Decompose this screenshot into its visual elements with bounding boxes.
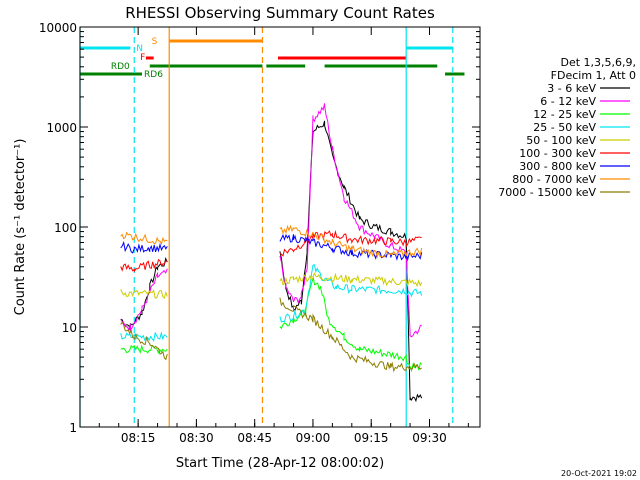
series-line-4-segment-0 xyxy=(120,289,168,300)
legend-label-3: 25 - 50 keV xyxy=(533,121,596,134)
axis-ticks: 08:15 08:30 08:45 09:00 09:15 09:30 1 10 100 1000… xyxy=(39,21,480,445)
series-line-8-segment-1 xyxy=(279,297,422,373)
flag-labels: NSF RD0 RD6 xyxy=(111,37,163,80)
legend-header-1: Det 1,3,5,6,9, xyxy=(560,56,636,69)
flag-bars xyxy=(80,39,465,76)
series-line-3-segment-1 xyxy=(279,264,423,323)
legend-label-1: 6 - 12 keV xyxy=(540,95,596,108)
flag-label-rd0: RD0 xyxy=(111,62,130,72)
x-tick-label-3: 09:00 xyxy=(296,431,331,445)
timestamp: 20-Oct-2021 19:02 xyxy=(561,469,637,478)
x-axis-label: Start Time (28-Apr-12 08:00:02) xyxy=(176,456,384,471)
flag-label-s: S xyxy=(152,37,158,47)
series-line-7-segment-1 xyxy=(279,224,423,259)
series-line-7-segment-0 xyxy=(120,231,168,246)
legend-label-4: 50 - 100 keV xyxy=(526,134,596,147)
x-tick-label-0: 08:15 xyxy=(121,431,156,445)
series-line-6-segment-0 xyxy=(120,240,168,254)
legend-label-8: 7000 - 15000 keV xyxy=(498,186,596,199)
y-tick-label-1: 10 xyxy=(62,321,77,335)
legend-label-0: 3 - 6 keV xyxy=(547,82,596,95)
x-tick-label-1: 08:30 xyxy=(179,431,214,445)
legend-label-2: 12 - 25 keV xyxy=(533,108,596,121)
chart-title: RHESSI Observing Summary Count Rates xyxy=(125,4,435,22)
x-tick-label-4: 09:15 xyxy=(354,431,389,445)
y-tick-label-4: 10000 xyxy=(39,21,77,35)
series-line-0-segment-1 xyxy=(279,120,423,403)
y-axis-label: Count Rate (s⁻¹ detector⁻¹) xyxy=(13,139,28,316)
series-lines xyxy=(120,103,423,403)
series-line-5-segment-0 xyxy=(120,258,168,272)
legend-label-6: 300 - 800 keV xyxy=(519,160,596,173)
series-line-8-segment-0 xyxy=(120,321,168,361)
series-line-5-segment-1 xyxy=(279,229,422,257)
series-line-2-segment-0 xyxy=(120,344,168,355)
y-tick-label-3: 1000 xyxy=(46,121,77,135)
plot-frame xyxy=(79,26,481,428)
series-line-0-segment-0 xyxy=(120,257,168,331)
x-tick-label-5: 09:30 xyxy=(412,431,447,445)
flag-label-n: N xyxy=(136,44,143,54)
series-line-4-segment-1 xyxy=(279,272,423,288)
legend-header-2: FDecim 1, Att 0 xyxy=(551,69,636,82)
legend-label-5: 100 - 300 keV xyxy=(519,147,596,160)
vertical-markers xyxy=(79,27,454,427)
y-tick-label-2: 100 xyxy=(54,221,77,235)
flag-label-f: F xyxy=(140,53,145,63)
y-tick-label-0: 1 xyxy=(69,421,77,435)
flag-label-rd6: RD6 xyxy=(144,70,163,80)
legend: Det 1,3,5,6,9, FDecim 1, Att 0 3 - 6 keV… xyxy=(498,56,636,199)
series-line-2-segment-1 xyxy=(279,275,423,373)
legend-label-7: 800 - 7000 keV xyxy=(512,173,596,186)
series-line-3-segment-0 xyxy=(120,331,168,342)
series-line-1-segment-0 xyxy=(120,268,168,332)
x-tick-label-2: 08:45 xyxy=(237,431,272,445)
